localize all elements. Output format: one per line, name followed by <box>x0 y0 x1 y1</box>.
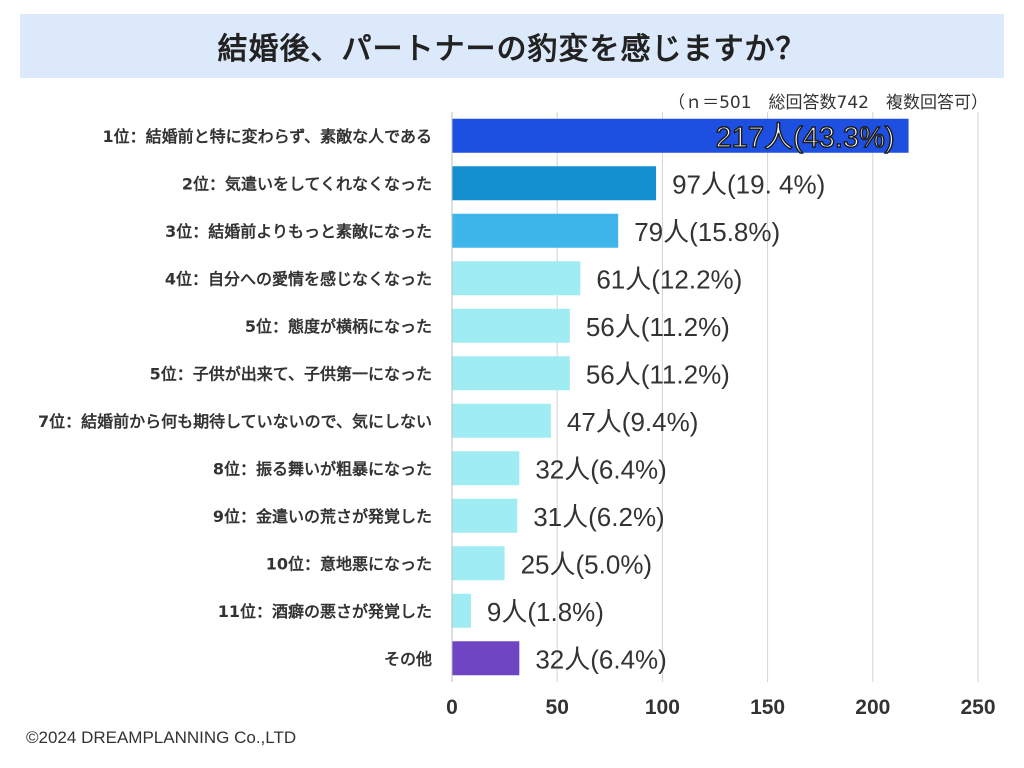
data-label: 56人(11.2%) <box>586 359 730 389</box>
category-label: 9位：金遣いの荒さが発覚した <box>213 507 432 526</box>
category-label: 2位：気遣いをしてくれなくなった <box>182 174 432 193</box>
x-tick-label: 100 <box>645 696 680 719</box>
category-label: 4位：自分への愛情を感じなくなった <box>165 269 432 288</box>
data-label: 32人(6.4%) <box>535 454 667 484</box>
category-label: 1位：結婚前と特に変わらず、素敵な人である <box>102 127 432 146</box>
category-label: 5位：子供が出来て、子供第一になった <box>150 364 432 383</box>
x-tick-label: 150 <box>750 696 785 719</box>
category-label: 10位：意地悪になった <box>266 554 432 573</box>
x-tick-label: 200 <box>855 696 890 719</box>
category-label: 8位：振る舞いが粗暴になった <box>213 459 432 478</box>
data-label: 25人(5.0%) <box>521 549 653 579</box>
data-label: 31人(6.2%) <box>533 502 665 532</box>
bar <box>452 593 471 628</box>
sample-note: （ｎ＝501 総回答数742 複数回答可） <box>668 93 988 113</box>
bar <box>452 451 520 486</box>
data-label: 79人(15.8%) <box>634 217 780 247</box>
chart-title: 結婚後、パートナーの豹変を感じますか？ <box>217 32 807 67</box>
bar <box>452 166 657 201</box>
bar <box>452 641 520 676</box>
x-tick-label: 250 <box>960 696 995 719</box>
bar <box>452 308 570 343</box>
title-banner: 結婚後、パートナーの豹変を感じますか？ <box>20 14 1004 78</box>
copyright-text: ©2024 DREAMPLANNING Co.,LTD <box>26 728 297 747</box>
category-label: 5位：態度が横柄になった <box>245 317 432 336</box>
bar <box>452 261 581 296</box>
category-label: 7位：結婚前から何も期待していないので、気にしない <box>38 412 432 431</box>
data-label: 9人(1.8%) <box>487 597 604 627</box>
category-label: 3位：結婚前よりもっと素敵になった <box>165 222 432 241</box>
bar <box>452 403 551 438</box>
x-tick-label: 0 <box>446 696 458 719</box>
bar <box>452 118 909 153</box>
bar <box>452 213 619 248</box>
category-label: その他 <box>384 649 432 668</box>
data-label: 47人(9.4%) <box>567 407 699 437</box>
category-label: 11位：酒癖の悪さが発覚した <box>218 602 432 621</box>
bar <box>452 498 518 533</box>
bar <box>452 356 570 391</box>
data-label: 32人(6.4%) <box>535 644 667 674</box>
data-label: 56人(11.2%) <box>586 312 730 342</box>
data-label: 217人(43.3%) <box>716 122 895 154</box>
x-tick-label: 50 <box>546 696 569 719</box>
bar <box>452 546 505 581</box>
data-label: 61人(12.2%) <box>596 264 742 294</box>
data-label: 97人(19. 4%) <box>672 169 825 199</box>
